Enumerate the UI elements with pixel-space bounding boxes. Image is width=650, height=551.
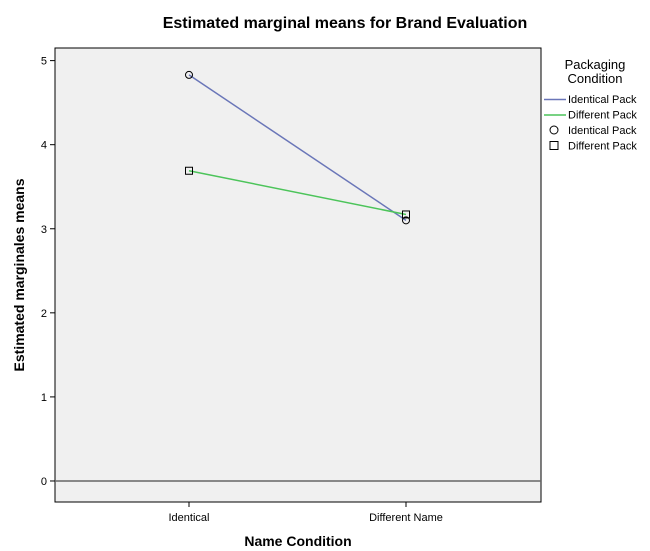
legend-title-line-2: Condition <box>568 71 623 86</box>
y-axis: 0 1 2 3 4 5 <box>41 56 55 488</box>
x-axis-label: Name Condition <box>244 533 351 549</box>
legend-entry-label: Identical Pack <box>568 125 637 137</box>
data-point-circle <box>402 216 410 225</box>
series-lines <box>188 74 407 221</box>
series-line-1 <box>188 74 407 221</box>
x-tick-label: Different Name <box>369 512 443 524</box>
series-line-2 <box>188 170 407 216</box>
legend-entry-label: Different Pack <box>568 110 637 122</box>
y-tick-label: 1 <box>41 392 47 404</box>
y-tick-label: 3 <box>41 224 47 236</box>
legend-entry-label: Identical Pack <box>568 94 637 106</box>
data-point-square <box>185 166 193 175</box>
y-tick-label: 0 <box>41 476 47 488</box>
legend-title-line-1: Packaging <box>565 57 626 72</box>
plot-area <box>54 47 542 503</box>
series-markers <box>185 70 410 225</box>
data-point-circle <box>185 70 193 79</box>
legend-circle-marker <box>549 125 559 135</box>
x-tick-label: Identical <box>169 512 210 524</box>
legend-entry-label: Different Pack <box>568 141 637 153</box>
y-axis-label: Estimated marginales means <box>11 178 27 371</box>
y-tick-label: 2 <box>41 308 47 320</box>
data-point-square <box>402 210 410 219</box>
legend-square-marker <box>549 141 559 150</box>
chart-title: Estimated marginal means for Brand Evalu… <box>163 15 528 32</box>
x-axis: Identical Different Name <box>169 502 443 524</box>
y-tick-label: 5 <box>41 56 47 68</box>
y-tick-label: 4 <box>41 140 47 152</box>
legend-entries: Identical Pack Different Pack Identical Pa… <box>544 94 637 153</box>
legend: Packaging Condition Identical Pack Differ… <box>544 57 637 153</box>
